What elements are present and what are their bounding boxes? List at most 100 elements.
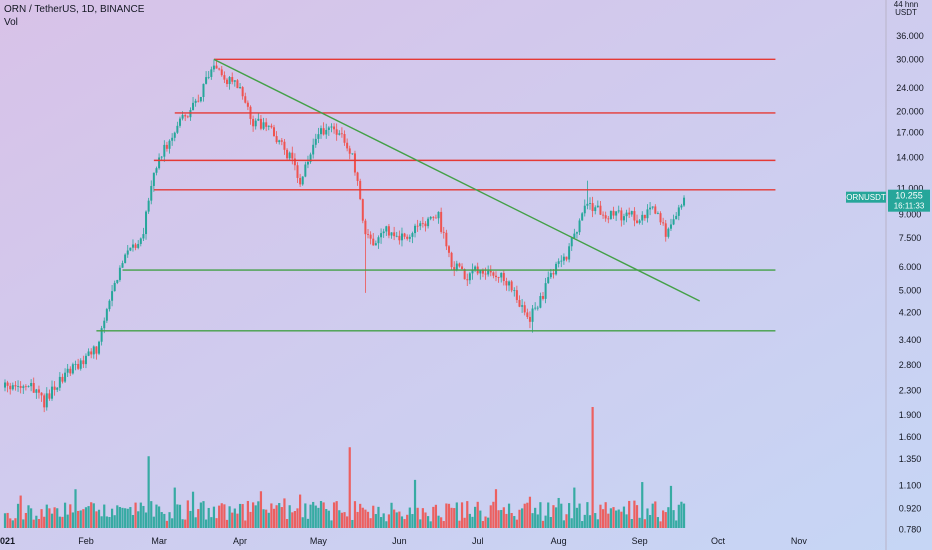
volume-bar	[319, 500, 323, 528]
volume-bar	[110, 508, 114, 528]
volume-bar	[330, 520, 333, 528]
candle-body	[61, 376, 64, 382]
candle-body	[87, 351, 90, 356]
volume-bar	[377, 506, 380, 528]
volume-bar	[513, 516, 516, 528]
volume-bar	[361, 507, 364, 528]
volume-bar	[27, 505, 30, 528]
volume-bar	[487, 517, 490, 528]
volume-bar	[223, 504, 226, 528]
candle-body	[244, 96, 247, 103]
volume-bar	[434, 504, 438, 528]
volume-bar	[144, 512, 148, 528]
volume-bar	[638, 517, 641, 528]
candle-body	[71, 364, 74, 374]
volume-bar	[662, 510, 665, 528]
candle-body	[620, 210, 623, 221]
candle-body	[427, 218, 430, 227]
candle-body	[121, 263, 124, 268]
candle-body	[4, 382, 6, 388]
date-tick-label: Sep	[632, 536, 648, 546]
volume-bar	[118, 507, 122, 528]
candle-body	[424, 223, 427, 227]
volume-bar	[492, 501, 495, 528]
price-tick-label: 6.000	[899, 262, 922, 272]
candle-body	[395, 235, 398, 237]
volume-bar	[100, 516, 103, 528]
volume-bar	[37, 519, 41, 528]
candle-body	[320, 128, 323, 135]
candle-body	[367, 234, 370, 235]
volume-bar	[296, 508, 299, 528]
volume-bar	[53, 507, 56, 528]
volume-bar	[150, 501, 153, 528]
candle-body	[35, 389, 38, 393]
symbol-title: ORN / TetherUS, 1D, BINANCE	[4, 4, 145, 15]
volume-bar	[581, 521, 584, 528]
candle-body	[646, 209, 649, 219]
volume-bar	[257, 501, 260, 528]
volume-bar	[604, 502, 607, 528]
candle-body	[589, 203, 592, 204]
volume-bar	[113, 515, 116, 528]
volume-bar	[327, 510, 330, 528]
candle-body	[659, 213, 662, 223]
candle-body	[641, 214, 644, 221]
volume-bar	[421, 508, 424, 528]
volume-bar	[309, 504, 312, 528]
candle-body	[150, 185, 153, 201]
candle-body	[22, 386, 25, 388]
volume-bar	[50, 513, 54, 528]
candle-body	[178, 118, 181, 126]
candle-body	[207, 76, 210, 78]
volume-bar	[356, 511, 359, 528]
volume-bar	[359, 503, 362, 528]
price-tick-label: 1.350	[899, 454, 922, 464]
candle-body	[649, 207, 652, 210]
volume-bar	[351, 519, 354, 528]
candle-body	[664, 223, 667, 237]
candle-body	[6, 382, 9, 386]
volume-bar	[450, 507, 453, 528]
candle-body	[494, 275, 497, 278]
volume-bar	[413, 479, 417, 528]
date-tick-label: 2021	[0, 536, 15, 546]
candle-body	[278, 140, 281, 143]
volume-bar	[82, 509, 85, 528]
candle-body	[92, 346, 95, 355]
volume-bar	[526, 502, 529, 528]
price-tick-label: 24.000	[896, 83, 924, 93]
volume-bar	[353, 501, 357, 528]
candle-body	[113, 282, 116, 292]
candle-body	[455, 263, 458, 270]
candle-body	[77, 363, 80, 369]
candle-body	[562, 256, 565, 261]
candle-body	[124, 254, 127, 264]
candle-body	[184, 115, 187, 117]
candle-body	[414, 225, 417, 234]
candle-body	[314, 138, 317, 145]
candle-body	[643, 214, 646, 219]
volume-bar	[622, 506, 626, 528]
candle-body	[228, 77, 231, 85]
candle-body	[505, 281, 508, 286]
candle-body	[233, 80, 236, 82]
volume-bar	[6, 512, 9, 528]
volume-bar	[528, 496, 532, 528]
candle-body	[377, 237, 380, 244]
volume-bar	[667, 507, 670, 528]
volume-bar	[568, 503, 571, 528]
volume-bar	[210, 517, 213, 528]
candle-body	[333, 126, 336, 130]
volume-bar	[521, 508, 524, 528]
volume-bar	[160, 512, 163, 528]
candle-body	[549, 273, 552, 278]
candle-body	[539, 296, 542, 308]
candle-body	[84, 355, 87, 365]
volume-bar	[672, 510, 675, 528]
price-axis-unit: USDT	[895, 8, 917, 17]
volume-bar	[675, 520, 678, 528]
volume-bar	[285, 519, 289, 528]
volume-bar	[403, 519, 406, 528]
